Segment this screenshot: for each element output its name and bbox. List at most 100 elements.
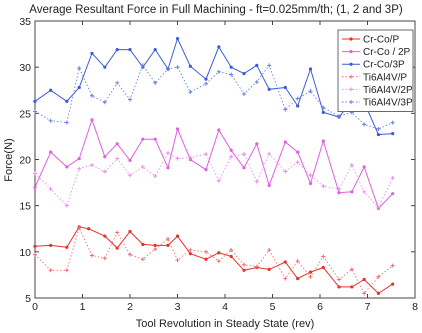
series-2	[33, 36, 395, 137]
data-point	[376, 132, 381, 137]
data-point	[188, 90, 193, 95]
data-point	[204, 77, 208, 81]
x-tick-label: 4	[222, 301, 228, 313]
x-tick-label: 0	[32, 301, 38, 313]
legend-marker	[349, 37, 353, 41]
data-point	[217, 128, 221, 132]
chart-title: Average Resultant Force in Full Machinin…	[29, 4, 403, 16]
data-point	[391, 282, 395, 286]
data-point	[217, 251, 221, 255]
data-point	[296, 277, 300, 281]
data-point	[308, 67, 313, 71]
data-point	[140, 164, 145, 169]
data-point	[64, 203, 69, 208]
data-point	[255, 142, 259, 146]
data-point	[390, 175, 395, 180]
y-tick-label: 5	[25, 293, 31, 305]
data-point	[216, 259, 221, 264]
data-point	[267, 151, 272, 156]
data-point	[242, 262, 246, 267]
data-point	[321, 184, 326, 189]
data-point	[90, 163, 94, 168]
data-point	[140, 257, 145, 262]
data-point	[349, 163, 354, 168]
data-point	[242, 91, 246, 96]
data-point	[283, 169, 288, 174]
data-point	[295, 96, 300, 101]
data-point	[362, 277, 366, 282]
legend-entry: Ti6Al4V/3P	[342, 98, 413, 109]
y-tick-label: 35	[19, 16, 31, 28]
x-tick-label: 3	[175, 301, 181, 313]
data-point	[90, 51, 94, 55]
data-point	[321, 254, 326, 259]
series-3	[33, 225, 395, 296]
data-point	[255, 63, 259, 67]
data-point	[283, 85, 287, 90]
data-point	[229, 65, 233, 69]
data-point	[216, 178, 221, 183]
data-point	[188, 64, 192, 68]
data-point	[229, 148, 233, 152]
data-point	[390, 263, 395, 268]
data-point	[33, 252, 37, 257]
data-point	[77, 85, 81, 90]
legend-label: Cr-Co / 2P	[363, 47, 411, 58]
data-point	[308, 274, 313, 279]
data-point	[166, 166, 170, 170]
legend-entry: Cr-Co/3P	[342, 60, 405, 71]
data-point	[217, 45, 221, 49]
data-point	[391, 132, 395, 136]
y-axis-label: Force(N)	[3, 138, 15, 181]
series-line	[34, 226, 393, 295]
series-0	[33, 225, 395, 295]
data-point	[362, 122, 367, 127]
data-point	[153, 48, 157, 52]
data-point	[204, 151, 208, 156]
data-point	[175, 127, 180, 131]
data-point	[77, 156, 81, 161]
data-point	[308, 89, 313, 94]
data-point	[128, 229, 132, 234]
x-tick-label: 2	[127, 301, 133, 313]
data-point	[204, 249, 208, 254]
data-point	[229, 72, 234, 77]
data-point	[64, 268, 69, 273]
y-tick-label: 20	[19, 155, 31, 167]
legend-marker	[349, 50, 353, 54]
data-point	[166, 151, 170, 156]
data-point	[267, 267, 271, 271]
data-point	[321, 110, 325, 115]
data-point	[115, 156, 120, 161]
legend-entry: Cr-Co/P	[342, 35, 399, 46]
series-line	[34, 226, 393, 295]
data-point	[49, 88, 53, 92]
data-point	[175, 65, 180, 70]
data-point	[166, 67, 170, 72]
data-point	[115, 48, 119, 52]
data-point	[229, 154, 234, 159]
legend-marker	[349, 100, 353, 104]
legend-label: Cr-Co/P	[363, 35, 399, 46]
data-point	[48, 187, 53, 192]
data-point	[115, 142, 119, 146]
data-point	[128, 48, 132, 52]
data-point	[175, 234, 180, 238]
data-point	[49, 243, 53, 247]
data-point	[267, 183, 271, 187]
data-point	[283, 107, 288, 112]
data-point	[204, 81, 208, 86]
data-point	[33, 171, 37, 176]
data-point	[242, 72, 246, 76]
legend-entry: Cr-Co / 2P	[342, 47, 411, 58]
data-point	[103, 234, 107, 238]
data-point	[296, 104, 300, 108]
data-point	[153, 243, 157, 247]
legend-marker	[349, 74, 353, 79]
data-point	[376, 291, 381, 295]
data-point	[33, 244, 37, 248]
data-point	[153, 137, 157, 141]
legend-marker	[349, 62, 353, 66]
